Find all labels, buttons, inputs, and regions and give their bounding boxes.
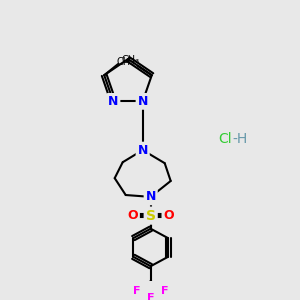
Text: N: N bbox=[146, 190, 156, 203]
Text: N: N bbox=[137, 95, 148, 108]
Text: O: O bbox=[128, 209, 138, 222]
Text: -H: -H bbox=[232, 132, 247, 145]
Text: F: F bbox=[133, 286, 140, 296]
Text: CH₃: CH₃ bbox=[117, 57, 135, 67]
Text: S: S bbox=[146, 208, 156, 223]
Text: F: F bbox=[147, 293, 154, 300]
Text: O: O bbox=[164, 209, 174, 222]
Text: N: N bbox=[108, 95, 119, 108]
Text: CH₃: CH₃ bbox=[121, 55, 139, 65]
Text: Cl: Cl bbox=[218, 132, 232, 145]
Text: F: F bbox=[161, 286, 168, 296]
Text: N: N bbox=[137, 144, 148, 157]
